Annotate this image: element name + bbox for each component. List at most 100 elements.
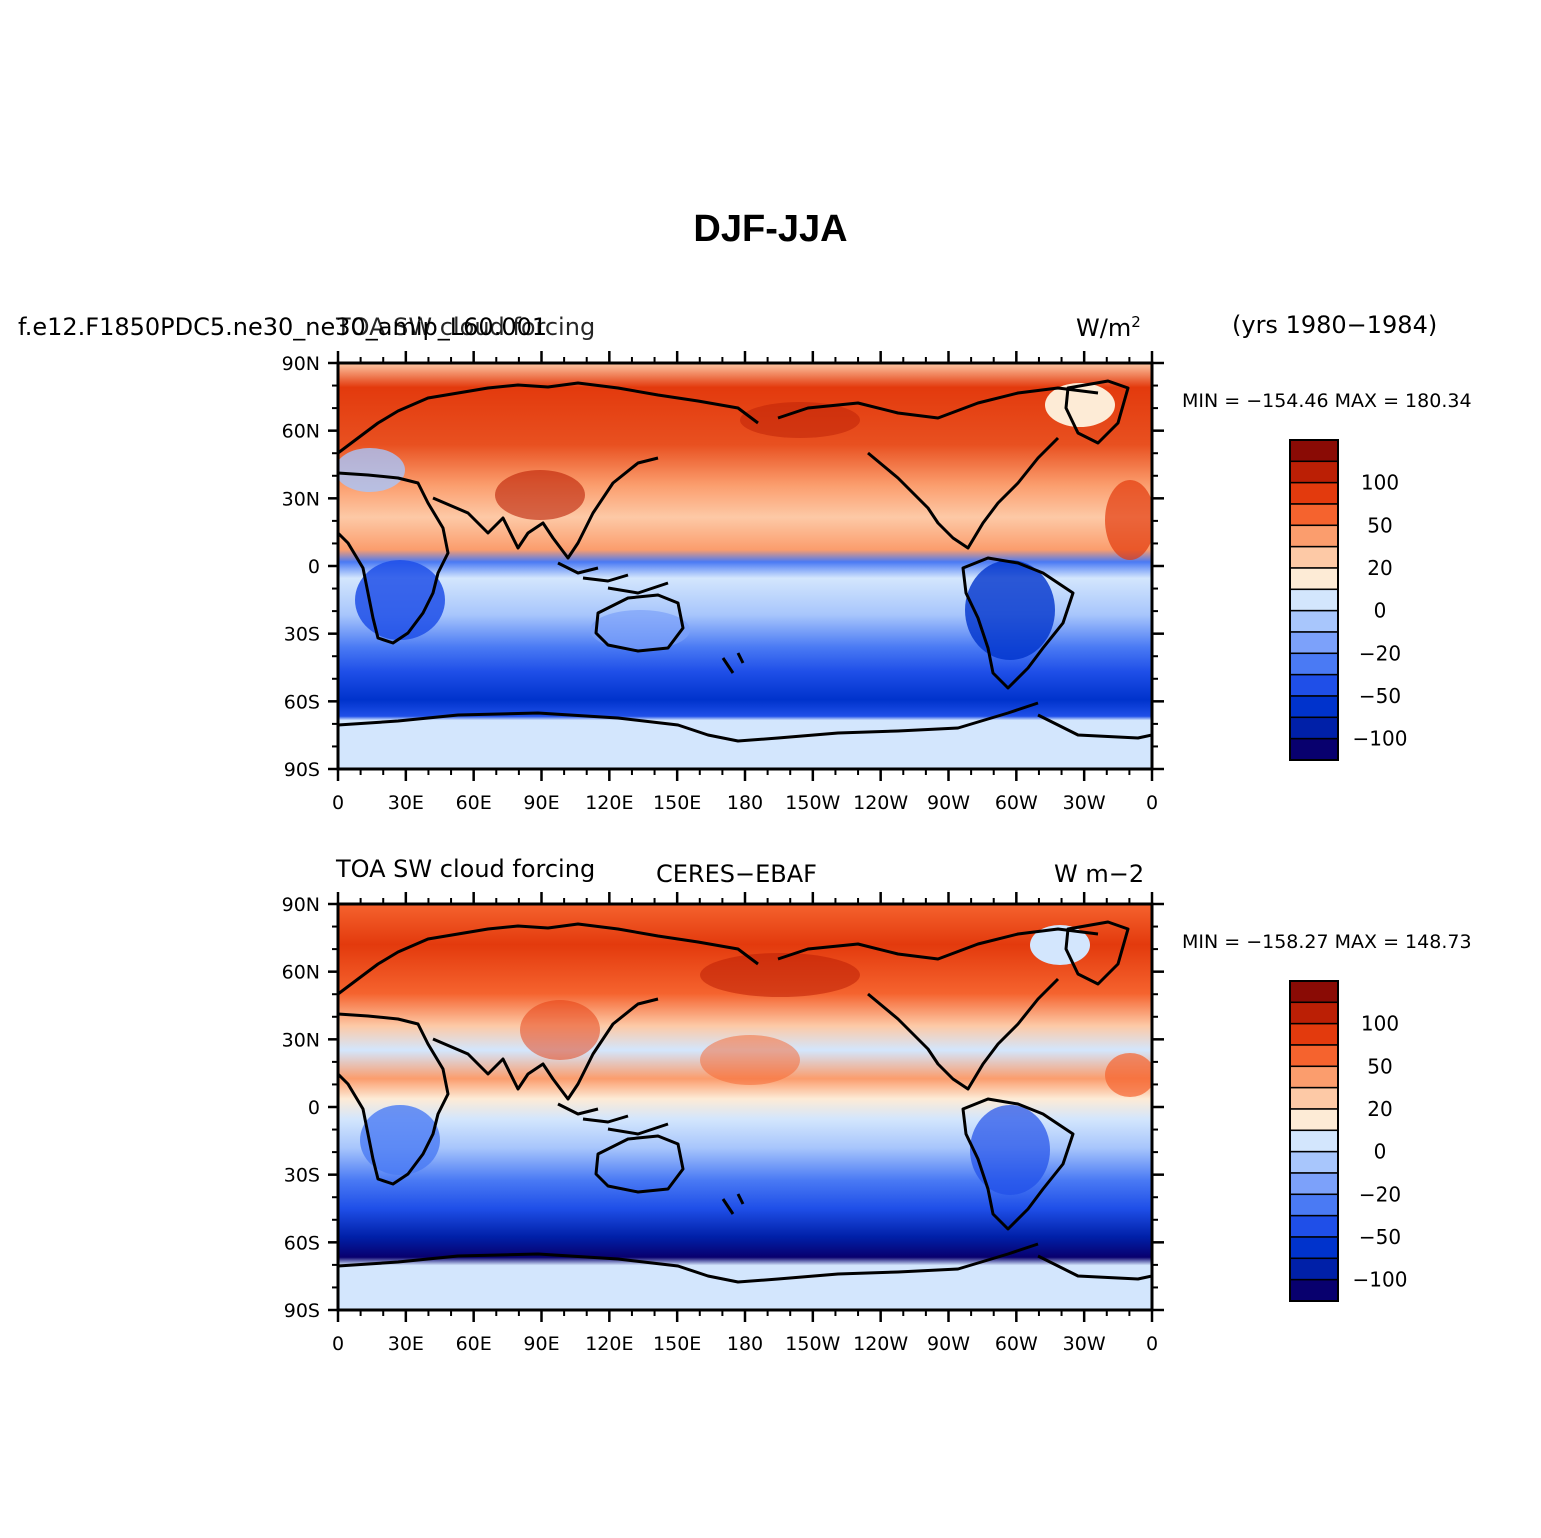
panel2-minmax: MIN = −158.27 MAX = 148.73 [1182, 931, 1472, 953]
panel2-colorbar-box [1289, 1108, 1339, 1132]
panel2-lon-label: 120W [853, 1333, 908, 1355]
panel2-colorbar-label: 20 [1367, 1097, 1392, 1121]
panel2-colorbar-box [1289, 1278, 1339, 1302]
panel1-colorbar-box [1289, 567, 1339, 591]
panel2-colorbar-box [1289, 1150, 1339, 1174]
panel1-colorbar-box [1289, 460, 1339, 484]
panel2-lon-label: 120E [585, 1333, 633, 1355]
panel2-colorbar-box [1289, 1044, 1339, 1068]
panel2-lon-label: 30W [1063, 1333, 1106, 1355]
panel1-lon-label: 30E [388, 792, 424, 814]
panel1-colorbar-box [1289, 588, 1339, 612]
panel1-colorbar-label: 50 [1367, 513, 1392, 537]
panel2-lon-label: 180 [727, 1333, 763, 1355]
panel1-colorbar-box [1289, 481, 1339, 505]
panel1-colorbar-box [1289, 545, 1339, 569]
panel1-colorbar-box [1289, 673, 1339, 697]
panel1-variable-title: TOA SW cloud forcing [336, 313, 596, 341]
panel2-lon-label: 60W [995, 1333, 1038, 1355]
panel1-colorbar-label: −100 [1353, 727, 1408, 751]
panel2-colorbar-box [1289, 1001, 1339, 1025]
panel1-lat-label: 30N [282, 488, 320, 510]
panel2-colorbar-box [1289, 1193, 1339, 1217]
panel2-lon-label: 30E [388, 1333, 424, 1355]
panel1-lon-label: 150E [653, 792, 701, 814]
panel2-lon-label: 0 [332, 1333, 344, 1355]
panel1-units: W/m2 [1076, 313, 1141, 342]
panel1-colorbar-box [1289, 503, 1339, 527]
panel2-units: W m−2 [1054, 860, 1145, 888]
panel2-lon-label: 0 [1146, 1333, 1158, 1355]
panel2-colorbar-box [1289, 980, 1339, 1004]
figure-title: DJF-JJA [693, 208, 848, 250]
panel1-anomaly-blob [740, 402, 860, 438]
panel1-map [338, 363, 1152, 769]
panel1-colorbar-box [1289, 631, 1339, 655]
panel1-case-title: f.e12.F1850PDC5.ne30_ne30_amip_L60.001 [18, 313, 548, 341]
panel1-lon-label: 120E [585, 792, 633, 814]
panel1-colorbar-box [1289, 716, 1339, 740]
panel1-lat-label: 30S [284, 624, 320, 646]
panel1-lon-label: 60W [995, 792, 1038, 814]
panel2-lat-label: 60S [284, 1232, 320, 1254]
panel1-lon-label: 90W [927, 792, 970, 814]
panel2-anomaly-blob [1030, 925, 1090, 965]
panel1-colorbar-label: −50 [1359, 684, 1401, 708]
panel2-lon-label: 90E [523, 1333, 559, 1355]
panel2-lat-label: 30N [282, 1029, 320, 1051]
panel1-lat-label: 90S [284, 759, 320, 781]
panel2-dataset-title: CERES−EBAF [656, 860, 817, 888]
panel2-colorbar-box [1289, 1086, 1339, 1110]
panel2-colorbar-box [1289, 1257, 1339, 1281]
panel1-colorbar-box [1289, 609, 1339, 633]
panel1-lat-label: 0 [308, 556, 320, 578]
panel2-colorbar-box [1289, 1172, 1339, 1196]
panel2-lon-label: 150E [653, 1333, 701, 1355]
panel2-anomaly-blob [1105, 1053, 1152, 1097]
panel1-minmax: MIN = −154.46 MAX = 180.34 [1182, 390, 1472, 412]
panel2-colorbar-label: 100 [1361, 1012, 1399, 1036]
panel1-colorbar-box [1289, 439, 1339, 463]
panel1-lon-label: 0 [332, 792, 344, 814]
panel1-colorbar-box [1289, 737, 1339, 761]
panel2-lat-label: 0 [308, 1097, 320, 1119]
panel1-anomaly-blob [495, 470, 585, 520]
panel2-colorbar-box [1289, 1214, 1339, 1238]
panel2-anomaly-blob [520, 1000, 600, 1060]
panel1-anomaly-blob [965, 560, 1055, 660]
panel1-anomaly-blob [338, 448, 405, 492]
panel2-anomaly-blob [700, 953, 860, 997]
panel1-lon-label: 90E [523, 792, 559, 814]
panel2-variable-title: TOA SW cloud forcing [336, 855, 596, 883]
panel2-colorbar-box [1289, 1129, 1339, 1153]
panel1-lon-label: 60E [456, 792, 492, 814]
panel1-colorbar-box [1289, 652, 1339, 676]
panel1-lon-label: 30W [1063, 792, 1106, 814]
panel1-colorbar: 100 50 20 0 −20 −50 −100 [1289, 439, 1408, 761]
panel2-colorbar-label: −100 [1353, 1268, 1408, 1292]
panel2-anomaly-blob [970, 1105, 1050, 1195]
panel2-colorbar-frame [1289, 980, 1339, 1302]
panel2-colorbar-label: 0 [1374, 1140, 1387, 1164]
panel2-lat-label: 90N [282, 894, 320, 916]
panel2-lat-label: 30S [284, 1165, 320, 1187]
panel1-colorbar-box [1289, 524, 1339, 548]
panel1-colorbar-label: 20 [1367, 556, 1392, 580]
panel2-colorbar: 100 50 20 0 −20 −50 −100 [1289, 980, 1408, 1302]
panel1-lon-label: 150W [785, 792, 840, 814]
panel2-map [338, 904, 1152, 1310]
panel2-lon-label: 90W [927, 1333, 970, 1355]
panel1-lat-label: 60N [282, 421, 320, 443]
panel2-lat-label: 90S [284, 1300, 320, 1322]
panel1-lon-label: 120W [853, 792, 908, 814]
panel1-anomaly-blob [590, 610, 690, 650]
panel1-colorbar-label: 0 [1374, 599, 1387, 623]
panel1-anomaly-blob [355, 560, 445, 640]
panel1-colorbar-frame [1289, 439, 1339, 761]
panel2-colorbar-box [1289, 1236, 1339, 1260]
panel2-lon-label: 150W [785, 1333, 840, 1355]
panel2-lat-label: 60N [282, 962, 320, 984]
panel2-colorbar-label: 50 [1367, 1054, 1392, 1078]
panel2-colorbar-label: −20 [1359, 1182, 1401, 1206]
